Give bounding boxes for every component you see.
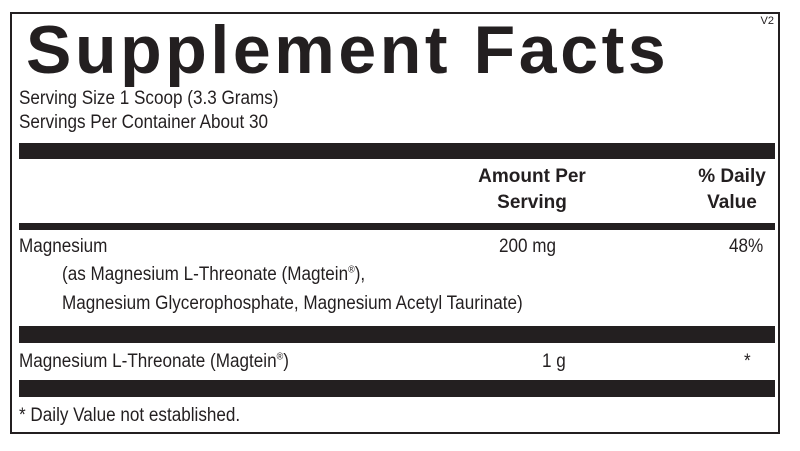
ingredient-dv: *: [744, 351, 751, 372]
nutrient-amount: 200 mg: [499, 236, 557, 257]
divider-thick: [19, 143, 775, 159]
serving-size: Serving Size 1 Scoop (3.3 Grams): [19, 88, 279, 109]
panel-title: Supplement Facts: [26, 12, 670, 88]
ingredient-amount: 1 g: [542, 351, 566, 372]
divider-thick: [19, 326, 775, 343]
nutrient-name: Magnesium: [19, 236, 108, 257]
version-label: V2: [760, 15, 774, 27]
divider-medium: [19, 223, 775, 230]
amount-per-serving-header: Amount Per Serving: [478, 166, 586, 213]
nutrient-source: (as Magnesium L-Threonate (Magtein®),: [62, 264, 366, 285]
supplement-facts-panel: Supplement Facts V2 Serving Size 1 Scoop…: [10, 12, 780, 434]
daily-value-header: % Daily Value: [698, 166, 766, 213]
nutrient-dv: 48%: [729, 236, 764, 257]
divider-thick: [19, 380, 775, 397]
nutrient-source-cont: Magnesium Glycerophosphate, Magnesium Ac…: [62, 293, 523, 314]
footnote: * Daily Value not established.: [19, 405, 241, 426]
servings-per-container: Servings Per Container About 30: [19, 112, 269, 133]
ingredient-name: Magnesium L-Threonate (Magtein®): [19, 351, 289, 372]
